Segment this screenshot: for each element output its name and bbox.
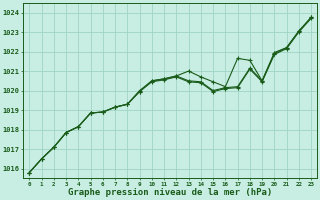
X-axis label: Graphe pression niveau de la mer (hPa): Graphe pression niveau de la mer (hPa) xyxy=(68,188,272,197)
